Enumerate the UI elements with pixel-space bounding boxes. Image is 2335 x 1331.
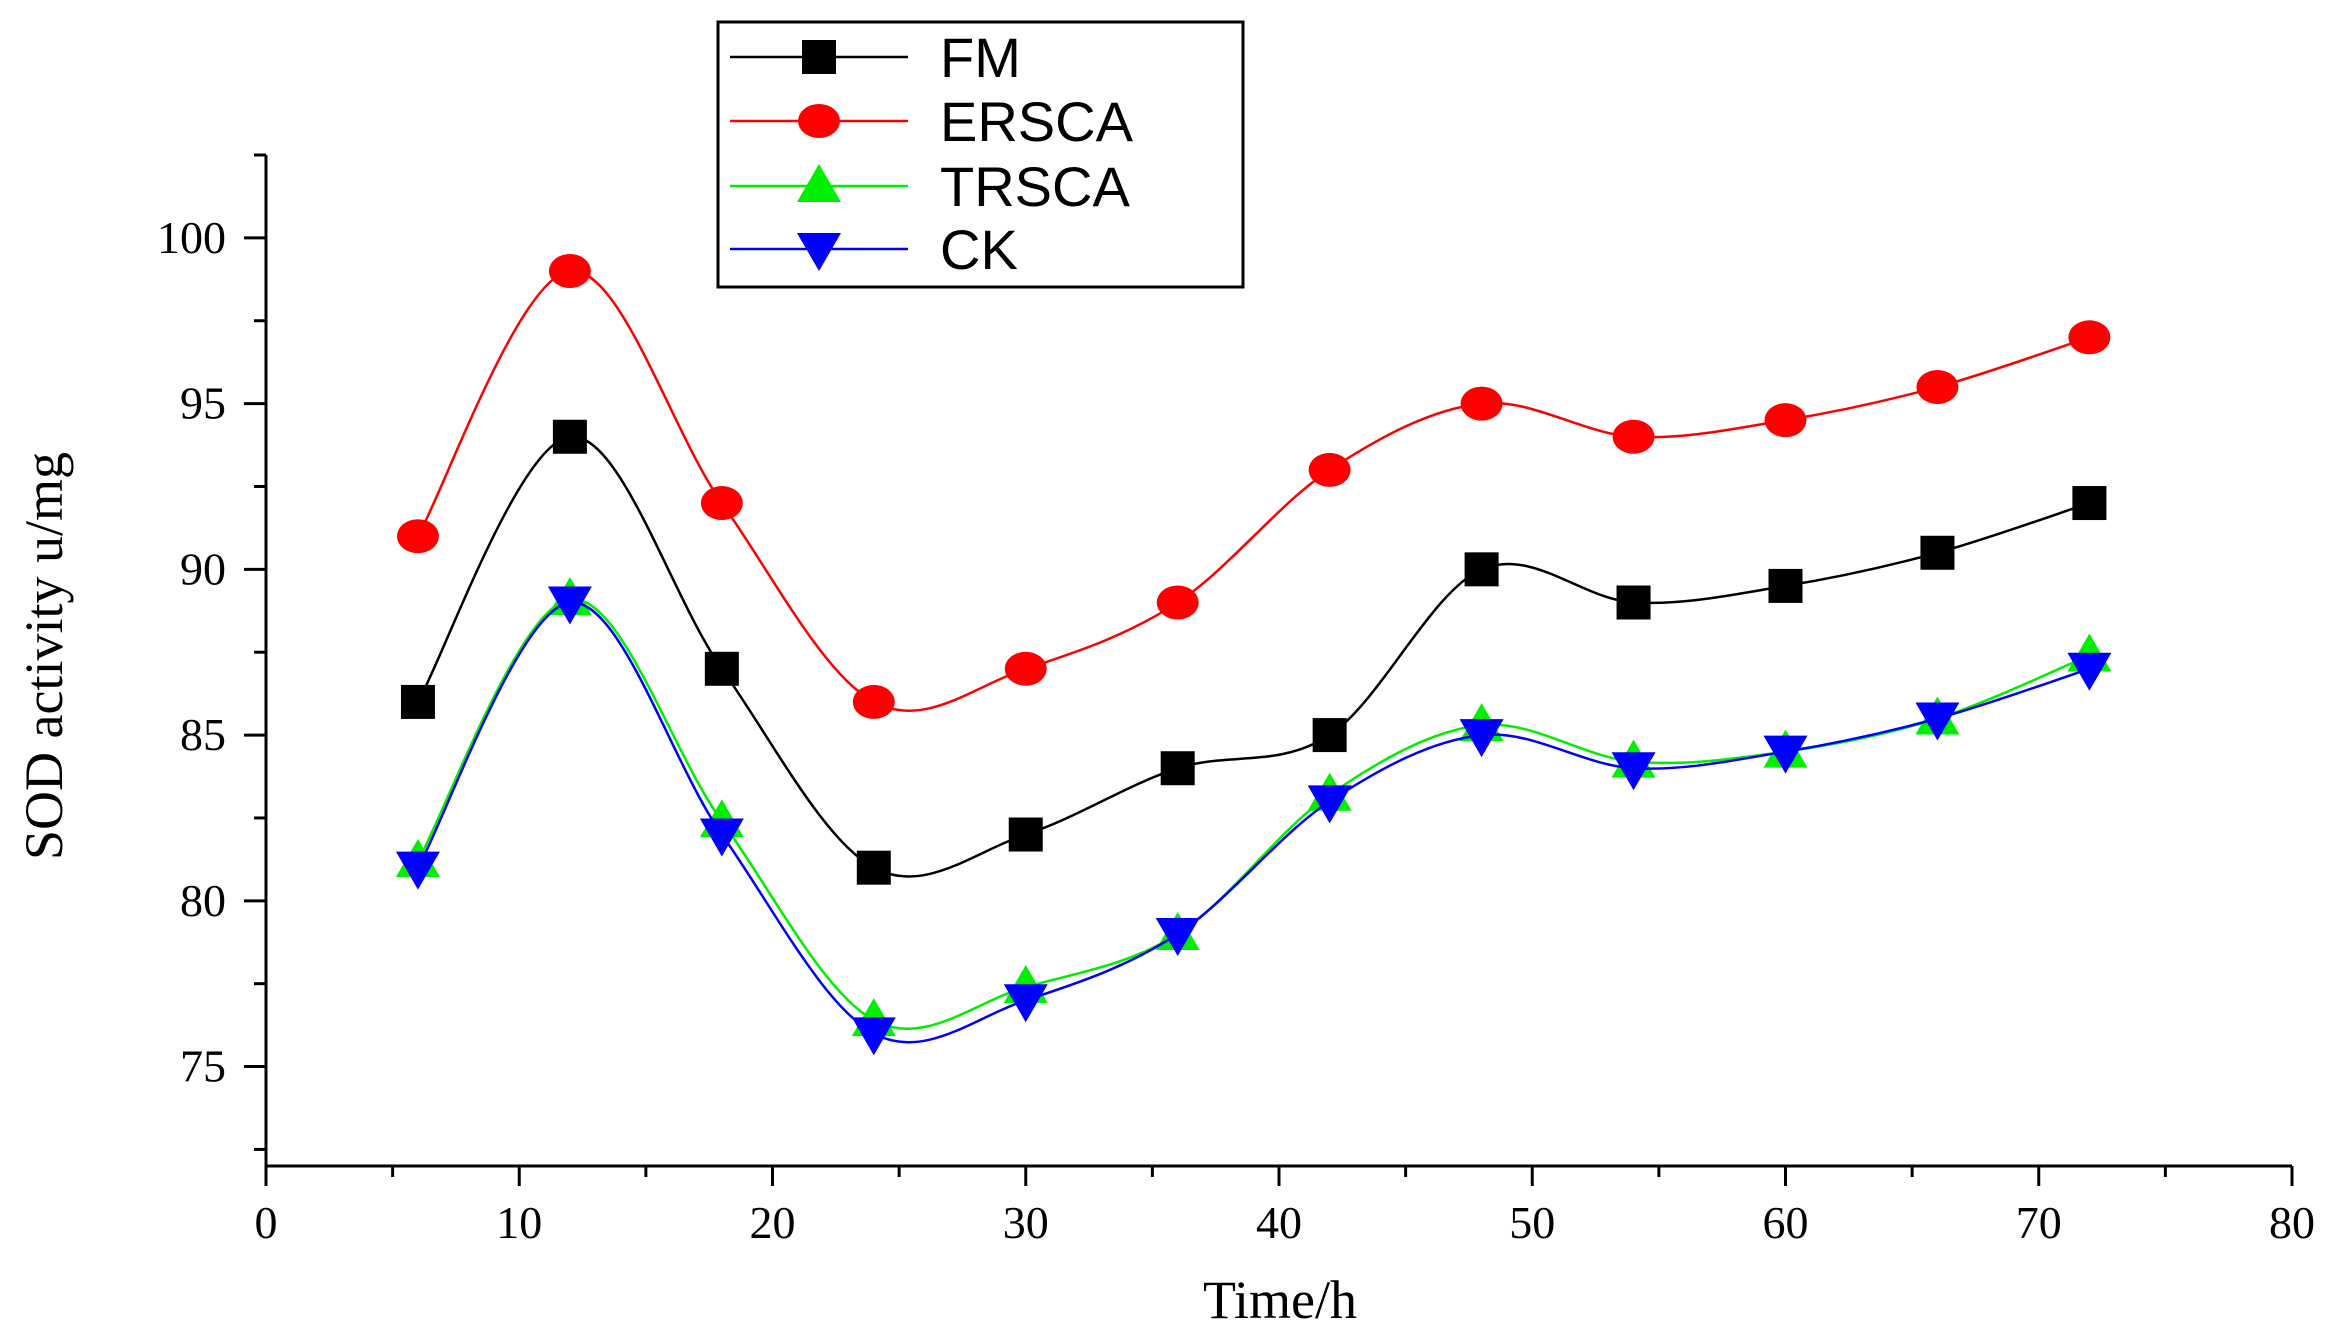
y-tick-label: 90 <box>180 543 226 594</box>
data-point-fm <box>1920 535 1955 570</box>
x-tick-label: 80 <box>2269 1197 2315 1248</box>
x-tick-label: 0 <box>255 1197 278 1248</box>
y-tick-label: 95 <box>180 378 226 429</box>
data-point-ersca <box>1460 386 1503 421</box>
legend-marker-trsca <box>797 164 841 202</box>
data-point-ersca <box>1004 651 1047 686</box>
x-tick-label: 70 <box>2016 1197 2062 1248</box>
legend-label-fm: FM <box>940 26 1021 89</box>
x-tick-label: 30 <box>1003 1197 1049 1248</box>
data-point-ck <box>1459 719 1504 758</box>
data-point-fm <box>1008 817 1043 852</box>
data-point-ck <box>699 818 744 857</box>
data-point-ersca <box>396 519 439 554</box>
data-point-ck <box>1003 984 1048 1023</box>
data-point-ersca <box>700 486 743 521</box>
data-point-fm <box>1160 751 1195 786</box>
series-line-fm <box>416 435 2090 878</box>
data-point-fm <box>1616 585 1651 620</box>
data-point-fm <box>552 419 587 454</box>
series-line-trsca <box>416 597 2090 1031</box>
legend-label-ck: CK <box>940 218 1018 281</box>
data-point-ck <box>1307 785 1352 824</box>
y-tick-label: 75 <box>180 1041 226 1092</box>
data-point-ersca <box>1308 452 1351 487</box>
x-tick-label: 20 <box>750 1197 796 1248</box>
plot-area <box>395 254 2112 1056</box>
data-point-ersca <box>1612 419 1655 454</box>
y-axis-title: SOD activity u/mg <box>14 452 74 860</box>
x-tick-label: 50 <box>1509 1197 1555 1248</box>
data-point-ck <box>2067 652 2112 691</box>
legend-marker-ersca <box>798 104 840 138</box>
x-tick-label: 40 <box>1256 1197 1302 1248</box>
data-point-fm <box>1768 568 1803 603</box>
legend-marker-fm <box>802 40 836 74</box>
y-tick-label: 85 <box>180 709 226 760</box>
x-tick-label: 10 <box>496 1197 542 1248</box>
data-point-ersca <box>1916 370 1959 405</box>
axes: 0 10 20 30 40 50 60 70 80 75 80 85 90 95 100 <box>157 153 2315 1248</box>
data-point-ersca <box>852 684 895 719</box>
legend-marker-ck <box>797 233 841 271</box>
series-line-ck <box>416 601 2090 1044</box>
x-axis-title: Time/h <box>1203 1270 1357 1330</box>
data-point-ck <box>1763 735 1808 774</box>
data-point-ck <box>395 851 440 890</box>
data-point-fm <box>1312 718 1347 753</box>
y-tick-label: 80 <box>180 875 226 926</box>
data-point-ck <box>851 1017 896 1056</box>
data-point-ck <box>547 586 592 625</box>
legend-label-trsca: TRSCA <box>940 155 1130 218</box>
data-point-fm <box>400 684 435 719</box>
data-point-ersca <box>1156 585 1199 620</box>
data-point-ck <box>1915 702 1960 741</box>
series-line-ersca <box>416 269 2090 713</box>
data-point-ersca <box>548 254 591 289</box>
data-point-ersca <box>1764 403 1807 438</box>
legend-label-ersca: ERSCA <box>940 90 1134 153</box>
data-point-fm <box>856 850 891 885</box>
data-point-ersca <box>2068 320 2111 355</box>
data-point-ck <box>1155 917 1200 956</box>
y-tick-label: 100 <box>157 212 226 263</box>
x-tick-label: 60 <box>1763 1197 1809 1248</box>
data-point-fm <box>1464 552 1499 587</box>
data-point-fm <box>704 651 739 686</box>
data-point-fm <box>2072 486 2107 521</box>
data-point-ck <box>1611 752 1656 791</box>
